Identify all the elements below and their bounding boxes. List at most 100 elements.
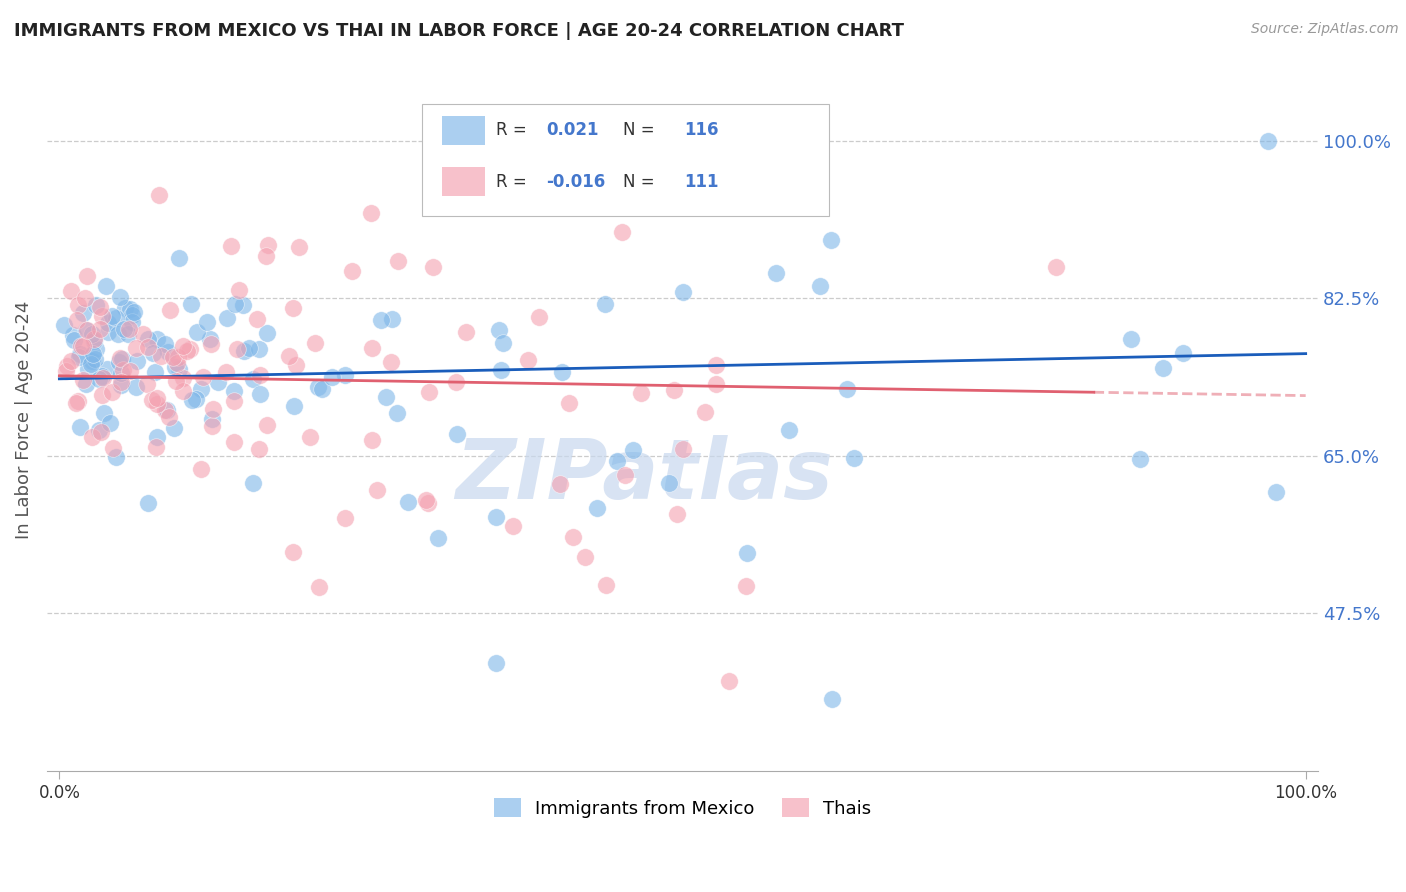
Point [256, 238, 278, 252]
Point [299, 430, 322, 444]
Point [136, 332, 159, 346]
Point [820, 233, 842, 247]
Point [103, 441, 125, 455]
Point [82, 347, 104, 361]
Point [125, 341, 148, 355]
Point [105, 311, 128, 326]
Point [304, 335, 326, 350]
Point [146, 391, 169, 405]
Point [222, 394, 245, 409]
Point [89, 321, 111, 335]
Point [166, 350, 188, 364]
Point [360, 341, 382, 355]
Point [256, 418, 278, 433]
Point [110, 366, 132, 380]
Point [606, 454, 628, 468]
Point [149, 349, 172, 363]
Point [94, 279, 117, 293]
Point [60, 284, 83, 298]
Text: IMMIGRANTS FROM MEXICO VS THAI IN LABOR FORCE | AGE 20-24 CORRELATION CHART: IMMIGRANTS FROM MEXICO VS THAI IN LABOR … [14, 22, 904, 40]
Point [93, 406, 115, 420]
Point [159, 303, 181, 318]
Point [80, 430, 103, 444]
Point [186, 325, 208, 339]
Point [118, 321, 141, 335]
Point [200, 418, 222, 433]
Point [200, 337, 222, 351]
Point [488, 322, 510, 336]
Legend: Immigrants from Mexico, Thais: Immigrants from Mexico, Thais [486, 791, 879, 825]
Point [157, 409, 180, 424]
Point [80, 354, 103, 368]
Point [125, 380, 148, 394]
Point [201, 402, 224, 417]
Text: N =: N = [623, 120, 659, 138]
Point [422, 260, 444, 274]
Point [416, 495, 439, 509]
Point [163, 421, 186, 435]
Point [287, 240, 309, 254]
Point [121, 309, 143, 323]
Point [574, 549, 596, 564]
Point [672, 285, 695, 299]
Point [114, 301, 136, 315]
Point [84, 298, 107, 312]
Point [586, 501, 609, 516]
Point [1257, 134, 1279, 148]
Point [87, 423, 110, 437]
Point [837, 383, 859, 397]
Point [630, 385, 652, 400]
Point [215, 365, 238, 379]
Point [167, 362, 190, 376]
Text: 0.021: 0.021 [547, 120, 599, 138]
Point [718, 674, 741, 689]
Point [247, 442, 270, 457]
Point [153, 337, 176, 351]
Point [283, 301, 305, 315]
Point [550, 365, 572, 379]
Point [283, 545, 305, 559]
Point [370, 312, 392, 326]
Point [110, 377, 132, 392]
FancyBboxPatch shape [443, 167, 485, 196]
Point [254, 248, 277, 262]
Text: 116: 116 [683, 120, 718, 138]
Point [444, 375, 467, 389]
Point [172, 384, 194, 398]
Point [118, 302, 141, 317]
FancyBboxPatch shape [422, 103, 828, 216]
Point [67, 393, 90, 408]
Point [222, 384, 245, 398]
Point [69, 347, 91, 361]
Point [97, 317, 120, 331]
Point [1121, 332, 1143, 346]
Point [108, 351, 131, 365]
Point [1045, 260, 1067, 274]
Point [195, 314, 218, 328]
Point [52, 318, 75, 333]
Point [446, 426, 468, 441]
Point [198, 332, 221, 346]
Point [516, 353, 538, 368]
Point [72, 306, 94, 320]
Point [145, 332, 167, 346]
Point [333, 368, 356, 382]
Point [509, 134, 531, 148]
Point [155, 402, 177, 417]
Point [665, 507, 688, 521]
Point [98, 417, 121, 431]
Point [69, 339, 91, 353]
Point [89, 300, 111, 314]
Point [484, 656, 506, 670]
Point [529, 310, 551, 325]
Point [83, 334, 105, 348]
Point [156, 403, 179, 417]
Text: 111: 111 [683, 172, 718, 191]
Point [172, 338, 194, 352]
Point [228, 283, 250, 297]
Point [73, 291, 96, 305]
Point [107, 326, 129, 341]
Point [66, 312, 89, 326]
FancyBboxPatch shape [443, 116, 485, 145]
Point [83, 332, 105, 346]
